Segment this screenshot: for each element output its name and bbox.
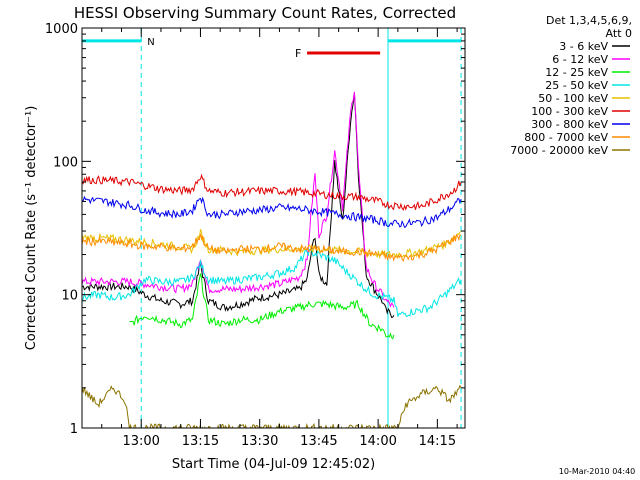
x-tick-label: 13:30 bbox=[241, 434, 278, 449]
legend-label: 7000 - 20000 keV bbox=[510, 144, 608, 157]
series-line-3 bbox=[82, 248, 462, 318]
legend-label: 6 - 12 keV bbox=[552, 53, 608, 66]
series-line-5 bbox=[82, 173, 462, 211]
series-line-2 bbox=[129, 273, 395, 340]
x-tick-label: 14:00 bbox=[359, 434, 396, 449]
x-tick-label: 13:45 bbox=[300, 434, 337, 449]
legend-label: 50 - 100 keV bbox=[538, 92, 608, 105]
x-tick-label: 14:15 bbox=[419, 434, 456, 449]
plot-frame bbox=[81, 27, 466, 429]
legend-title-line: Det 1,3,4,5,6,9, bbox=[546, 14, 632, 27]
timestamp: 10-Mar-2010 04:40 bbox=[559, 467, 636, 476]
legend-label: 25 - 50 keV bbox=[545, 79, 608, 92]
legend-label: 300 - 800 keV bbox=[531, 118, 608, 131]
y-axis-label: Corrected Count Rate (s⁻¹ detector⁻¹) bbox=[24, 106, 39, 351]
legend-label: 800 - 7000 keV bbox=[524, 131, 608, 144]
series-line-7 bbox=[82, 233, 462, 263]
axes: 13:00 13:15 13:30 13:45 14:00 14:15 1 10 100 1000 bbox=[45, 22, 465, 449]
y-tick-label: 1000 bbox=[45, 22, 78, 37]
flare-bar-label: F bbox=[295, 47, 301, 60]
y-tick-label: 100 bbox=[53, 155, 78, 170]
legend-title-line: Att 0 bbox=[606, 27, 632, 40]
night-bar-label: N bbox=[147, 37, 154, 48]
series-line-8 bbox=[82, 384, 462, 428]
x-axis-label: Start Time (04-Jul-09 12:45:02) bbox=[172, 457, 375, 472]
legend-label: 3 - 6 keV bbox=[559, 40, 608, 53]
legend-label: 100 - 300 keV bbox=[531, 105, 608, 118]
series-line-6 bbox=[82, 195, 462, 228]
legend-label: 12 - 25 keV bbox=[545, 66, 608, 79]
y-tick-label: 10 bbox=[61, 289, 78, 304]
x-tick-label: 13:00 bbox=[122, 434, 159, 449]
series-line-4 bbox=[82, 229, 462, 260]
y-tick-label: 1 bbox=[70, 422, 78, 437]
plot-area bbox=[82, 28, 462, 428]
series-line-1 bbox=[82, 91, 395, 308]
x-tick-label: 13:15 bbox=[182, 434, 219, 449]
chart-title: HESSI Observing Summary Count Rates, Cor… bbox=[74, 4, 456, 22]
series-line-0 bbox=[82, 92, 395, 319]
